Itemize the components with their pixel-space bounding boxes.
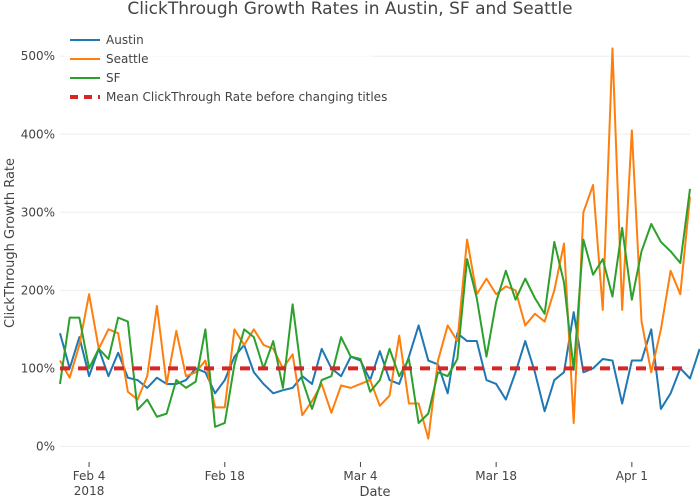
legend[interactable]: Austin Seattle SF Mean ClickThrough Rate be… xyxy=(64,29,387,109)
x-tick-label: Feb 18 xyxy=(205,469,245,483)
y-tick-label: 400% xyxy=(21,127,55,141)
series-lines xyxy=(59,47,700,440)
legend-label: Seattle xyxy=(106,52,148,66)
legend-label: Mean ClickThrough Rate before changing t… xyxy=(106,90,387,104)
x-axis-title: Date xyxy=(359,485,390,500)
legend-label: Austin xyxy=(106,33,144,47)
y-tick-label: 500% xyxy=(21,49,55,63)
legend-label: SF xyxy=(106,71,121,85)
x-tick-label: Mar 18 xyxy=(475,469,517,483)
x-tick-label: Apr 1 xyxy=(616,469,648,483)
legend-item-seattle[interactable]: Seattle xyxy=(70,52,148,66)
y-axis-title: ClickThrough Growth Rate xyxy=(3,158,18,328)
x-tick-sublabel: 2018 xyxy=(74,484,105,498)
y-tick-label: 200% xyxy=(21,283,55,297)
legend-background xyxy=(64,29,374,109)
series-line-seattle xyxy=(59,47,691,440)
legend-item-austin[interactable]: Austin xyxy=(70,33,144,47)
y-tick-label: 0% xyxy=(36,439,55,453)
x-tick-label: Mar 4 xyxy=(343,469,377,483)
chart-title: ClickThrough Growth Rates in Austin, SF … xyxy=(127,0,572,19)
y-tick-label: 100% xyxy=(21,361,55,375)
series-line-sf xyxy=(59,188,691,428)
legend-item-mean[interactable]: Mean ClickThrough Rate before changing t… xyxy=(70,90,387,104)
x-tick-label: Feb 4 xyxy=(73,469,106,483)
legend-item-sf[interactable]: SF xyxy=(70,71,121,85)
y-tick-label: 300% xyxy=(21,205,55,219)
